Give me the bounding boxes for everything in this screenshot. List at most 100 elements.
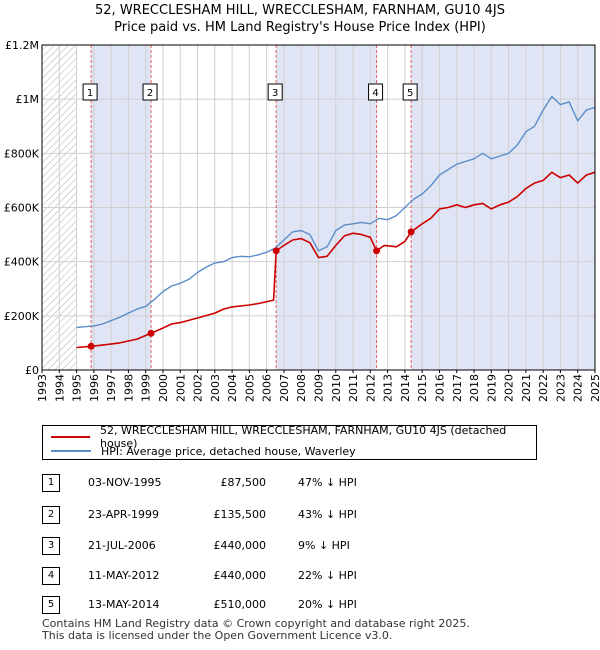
sale-label-box-1 [82, 83, 98, 101]
x-tick-label: 2013 [382, 374, 395, 402]
x-tick-label: 2003 [209, 374, 222, 402]
table-row: 3 21-JUL-2006 £440,000 9% ↓ HPI [42, 537, 562, 555]
footer-line-1: Contains HM Land Registry data © Crown c… [42, 617, 470, 630]
sale-label-1: 1 [87, 88, 93, 99]
y-tick-label: £0 [25, 364, 39, 377]
sale-price: £440,000 [213, 539, 267, 552]
sale-date: 03-NOV-1995 [88, 476, 162, 489]
x-tick-label: 1997 [105, 374, 118, 402]
sale-number: 1 [42, 474, 60, 492]
sale-point-3 [272, 247, 280, 255]
x-tick-label: 2011 [347, 374, 360, 402]
footer: Contains HM Land Registry data © Crown c… [42, 618, 470, 642]
x-tick-label: 1996 [88, 374, 101, 402]
price-chart: 1 2 3 4 5 £0 £200K £400K £600K £800K £1M £1.2M 199… [4, 39, 600, 402]
x-tick-label: 2012 [364, 374, 377, 402]
y-tick-label: £1.2M [5, 39, 39, 52]
footer-line-2: This data is licensed under the Open Gov… [42, 629, 393, 642]
sale-number: 5 [42, 596, 60, 614]
table-row: 4 11-MAY-2012 £440,000 22% ↓ HPI [42, 567, 562, 585]
sale-date: 11-MAY-2012 [88, 569, 160, 582]
sale-hpi-diff: 20% ↓ HPI [298, 598, 357, 611]
x-tick-label: 2001 [174, 374, 187, 402]
legend-swatch-hpi [51, 450, 91, 452]
x-tick-label: 2000 [157, 374, 170, 402]
y-tick-label: £1M [16, 93, 40, 106]
sale-label-box-4 [368, 83, 384, 101]
x-tick-label: 2014 [399, 374, 412, 402]
legend: 52, WRECCLESHAM HILL, WRECCLESHAM, FARNH… [42, 424, 537, 460]
y-tick-label: £400K [4, 256, 40, 269]
sale-labels: 1 2 3 4 5 [82, 83, 418, 101]
title-line-2: Price paid vs. HM Land Registry's House … [114, 20, 486, 35]
sale-label-box-3 [267, 83, 283, 101]
x-tick-label: 2018 [468, 374, 481, 402]
title-line-1: 52, WRECCLESHAM HILL, WRECCLESHAM, FARNH… [95, 3, 505, 18]
sale-date: 21-JUL-2006 [88, 539, 156, 552]
y-tick-label: £200K [4, 310, 40, 323]
sale-point-2 [147, 329, 155, 337]
chart-title: 52, WRECCLESHAM HILL, WRECCLESHAM, FARNH… [0, 2, 600, 36]
x-tick-label: 2023 [554, 374, 567, 402]
sale-date: 13-MAY-2014 [88, 598, 160, 611]
sale-number: 3 [42, 537, 60, 555]
sale-price: £135,500 [213, 508, 267, 521]
series-line-hpi [76, 95, 596, 329]
x-tick-label: 2008 [295, 374, 308, 402]
x-tick-label: 2025 [589, 374, 600, 402]
y-tick-label: £800K [4, 147, 40, 160]
x-tick-labels: 1993 1994 1995 1996 1997 1998 1999 2000 2001 2002… [36, 374, 600, 402]
sale-points [87, 228, 415, 350]
grid [41, 44, 596, 371]
table-row: 2 23-APR-1999 £135,500 43% ↓ HPI [42, 506, 562, 524]
x-tick-label: 2002 [192, 374, 205, 402]
x-tick-label: 2020 [503, 374, 516, 402]
sale-price: £440,000 [213, 569, 267, 582]
sale-price: £510,000 [213, 598, 267, 611]
sale-point-5 [407, 228, 415, 236]
x-tick-label: 1999 [140, 374, 153, 402]
sale-hpi-diff: 47% ↓ HPI [298, 476, 357, 489]
sale-marker-lines [90, 45, 412, 370]
sale-number: 2 [42, 506, 60, 524]
x-tick-label: 2010 [330, 374, 343, 402]
sale-point-4 [373, 247, 381, 255]
sale-number: 4 [42, 567, 60, 585]
sale-label-box-5 [402, 83, 418, 101]
sale-hpi-diff: 43% ↓ HPI [298, 508, 357, 521]
sale-hpi-diff: 9% ↓ HPI [298, 539, 350, 552]
x-tick-label: 1998 [122, 374, 135, 402]
x-tick-label: 2021 [520, 374, 533, 402]
sale-point-1 [87, 342, 95, 350]
series-lines [76, 95, 596, 349]
axes [41, 44, 596, 373]
sale-label-4: 4 [372, 88, 378, 99]
x-tick-label: 2004 [226, 374, 239, 402]
x-tick-label: 2019 [485, 374, 498, 402]
sale-hpi-diff: 22% ↓ HPI [298, 569, 357, 582]
sale-price: £87,500 [220, 476, 267, 489]
sale-date: 23-APR-1999 [88, 508, 160, 521]
legend-swatch-property [51, 436, 90, 438]
x-tick-label: 2006 [261, 374, 274, 402]
x-tick-label: 2017 [451, 374, 464, 402]
y-tick-label: £600K [4, 202, 40, 215]
sale-label-box-2 [142, 83, 158, 101]
table-row: 1 03-NOV-1995 £87,500 47% ↓ HPI [42, 474, 562, 492]
x-tick-label: 2005 [243, 374, 256, 402]
x-tick-label: 2007 [278, 374, 291, 402]
series-line-property [76, 171, 596, 349]
sale-label-3: 3 [272, 88, 278, 99]
table-row: 5 13-MAY-2014 £510,000 20% ↓ HPI [42, 596, 562, 614]
x-tick-label: 2024 [572, 374, 585, 402]
x-tick-label: 2016 [433, 374, 446, 402]
legend-label-property: 52, WRECCLESHAM HILL, WRECCLESHAM, FARNH… [100, 424, 507, 450]
x-tick-label: 1993 [36, 374, 49, 402]
sale-label-5: 5 [407, 88, 413, 99]
sale-label-2: 2 [147, 88, 153, 99]
legend-item-hpi: HPI: Average price, detached house, Wave… [51, 444, 356, 458]
x-tick-label: 2009 [313, 374, 326, 402]
x-tick-label: 1994 [53, 374, 66, 402]
y-tick-labels: £0 £200K £400K £600K £800K £1M £1.2M [4, 39, 40, 377]
legend-item-property: 52, WRECCLESHAM HILL, WRECCLESHAM, FARNH… [51, 424, 536, 450]
